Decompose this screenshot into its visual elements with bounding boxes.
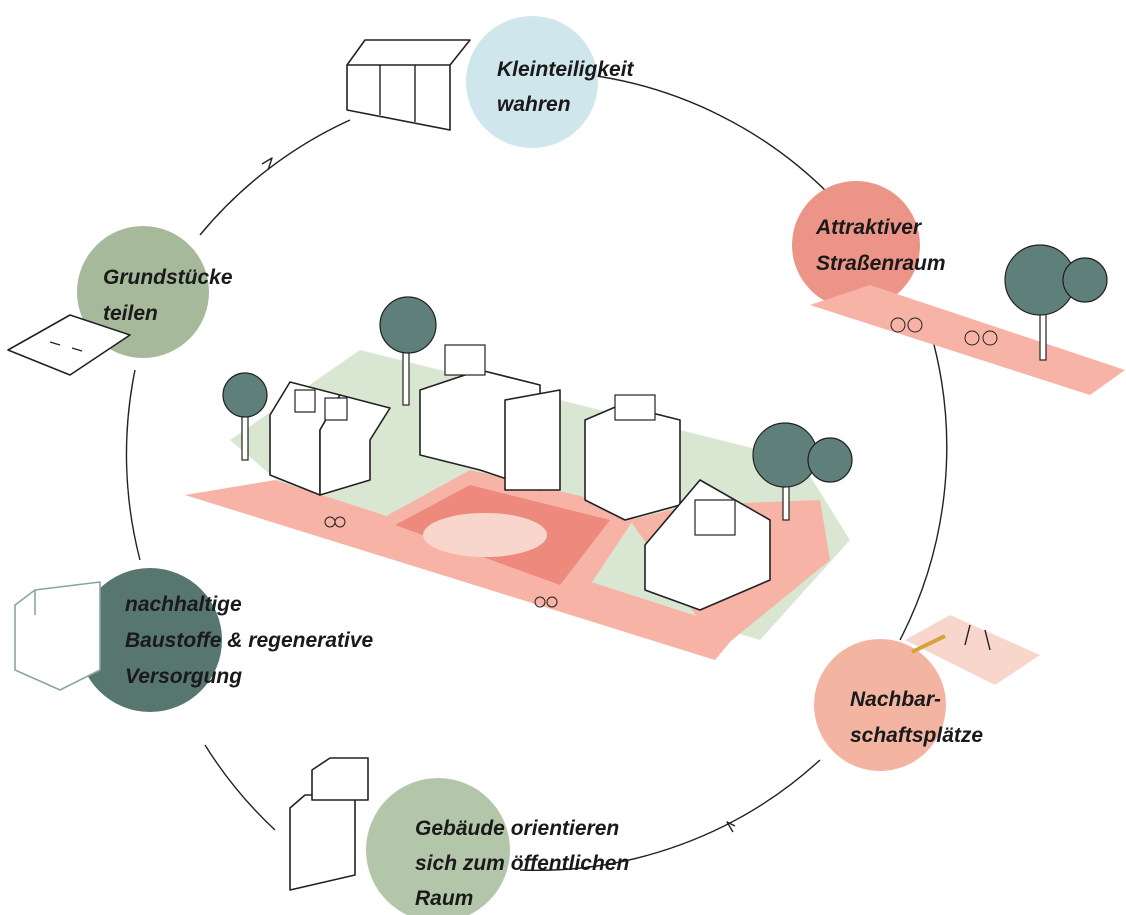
label-line: wahren [497,93,571,116]
illustration-shape [810,285,1125,395]
illustration-shape [695,500,735,535]
label-line: Versorgung [125,665,242,688]
illustration-shape [505,390,560,490]
illustration-shape [1063,258,1107,302]
label-line: Raum [415,887,473,910]
label-line: Nachbar- [850,688,941,711]
illustration-shape [423,513,547,557]
diagram: Kleinteiligkeit wahren Attraktiver Straß… [0,0,1126,915]
illustration-shape [262,158,272,170]
illustration-shape [15,582,100,690]
label-line: Baustoffe & regenerative [125,629,374,652]
illustration-shape [753,423,817,487]
label-line: Straßenraum [816,252,946,275]
illustration-shape [445,345,485,375]
illustration-shape [727,822,735,832]
label-line: Attraktiver [815,216,923,239]
illustration-shape [200,120,350,235]
illustration-shape [325,398,347,420]
label-line: schaftsplätze [850,724,983,747]
label-line: Grundstücke [103,266,233,289]
illustration-shape [126,370,140,560]
label-line: Kleinteiligkeit [497,58,635,81]
illustration-shape [223,373,267,417]
illustration-shape [312,758,368,800]
illustration-shape [900,330,947,640]
illustration-shape [808,438,852,482]
illustration-shape [466,16,598,148]
illustration-shape [585,405,680,520]
illustration-shape [205,745,275,830]
illustration-shape [290,795,355,890]
label-line: sich zum öffentlichen [415,852,629,875]
label-line: teilen [103,302,158,325]
illustration-shape [380,297,436,353]
building-icon [290,758,368,890]
illustration-shape [347,40,470,130]
label-line: Gebäude orientieren [415,817,619,840]
illustration-shape [590,75,830,195]
illustration-shape [615,395,655,420]
materials-icon [15,582,100,690]
illustration-shape [295,390,315,412]
label-line: nachhaltige [125,593,242,616]
neighborhood-illustration [185,297,852,660]
small-blocks-icon [347,40,470,130]
